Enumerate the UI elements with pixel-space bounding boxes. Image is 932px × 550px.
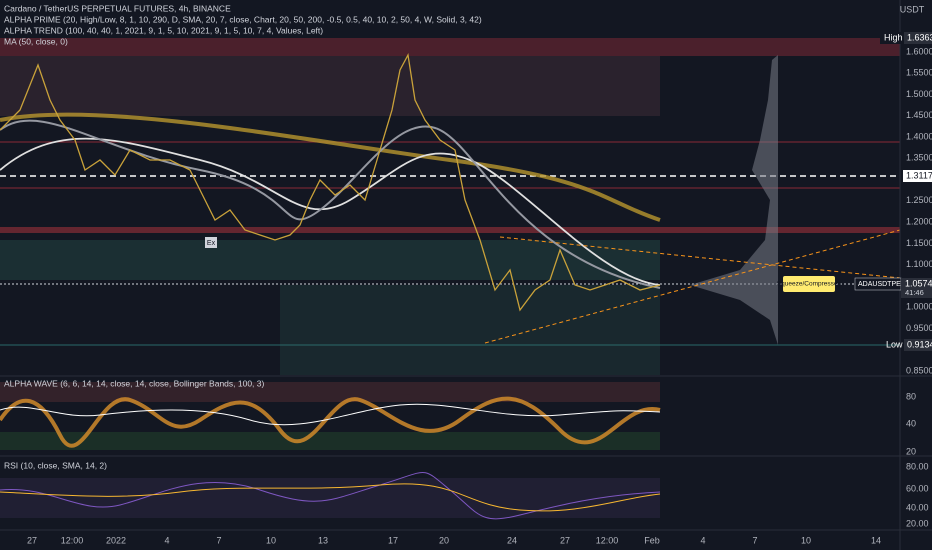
indicator-legend: ALPHA TREND (100, 40, 40, 1, 2021, 9, 1,…	[4, 25, 323, 35]
exit-label: Ex	[207, 240, 216, 247]
time-tick-label: 24	[507, 535, 517, 545]
wave-upper-zone	[0, 382, 660, 402]
trend-line	[0, 119, 661, 289]
price-tick-label: 1.1500	[906, 238, 932, 248]
time-tick-label: 27	[27, 535, 37, 545]
pane-title: ALPHA WAVE (6, 6, 14, 14, close, 14, clo…	[4, 378, 265, 388]
resistance-line	[0, 227, 900, 233]
time-tick-label: 7	[216, 535, 221, 545]
squeeze-badge	[783, 276, 835, 292]
high-value: 1.6363	[907, 32, 932, 42]
level-box	[903, 170, 932, 182]
price-tick-label: 0.9500	[906, 323, 932, 333]
triangle-support	[484, 229, 901, 344]
exit-badge	[205, 237, 217, 248]
rsi-band	[0, 478, 660, 518]
time-tick-label: 17	[388, 535, 398, 545]
price-tick-label: 1.2500	[906, 195, 932, 205]
high-value-box	[904, 32, 932, 44]
resistance-zone	[0, 38, 900, 56]
lower-band	[280, 285, 660, 375]
time-tick-label: 4	[700, 535, 705, 545]
indicator-legend: MA (50, close, 0)	[4, 36, 68, 46]
wave-signal	[0, 403, 661, 426]
time-tick-label: 13	[318, 535, 328, 545]
rsi-tick-label: 80.00	[906, 461, 929, 471]
ma-50	[0, 137, 661, 286]
time-tick-label: 14	[871, 535, 881, 545]
current-price-box	[901, 278, 932, 298]
price-tick-label: 1.4500	[906, 110, 932, 120]
wave-tick-label: 80	[906, 391, 916, 401]
volume-profile	[690, 55, 778, 345]
low-value: 0.9134	[907, 339, 932, 349]
time-tick-label: 12:00	[596, 535, 619, 545]
symbol-title: Cardano / TetherUS PERPETUAL FUTURES, 4h…	[4, 3, 231, 13]
price-tick-label: 0.8500	[906, 365, 932, 375]
time-tick-label: 7	[752, 535, 757, 545]
price-tick-label: 1.2000	[906, 217, 932, 227]
wave-lower-zone	[0, 432, 660, 450]
lower-band	[0, 240, 660, 280]
price-tick-label: 1.3500	[906, 153, 932, 163]
wave-tick-label: 20	[906, 446, 916, 456]
indicator-legend: ALPHA PRIME (20, High/Low, 8, 1, 10, 290…	[4, 14, 482, 24]
pane-title: RSI (10, close, SMA, 14, 2)	[4, 460, 107, 470]
time-tick-label: 27	[560, 535, 570, 545]
rsi-tick-label: 60.00	[906, 483, 929, 493]
wave-tick-label: 40	[906, 418, 916, 428]
price-tick-label: 1.1000	[906, 259, 932, 269]
rsi-ma	[0, 483, 661, 512]
time-tick-label: 10	[266, 535, 276, 545]
low-label: Low	[886, 339, 903, 349]
current-price: 1.0574	[905, 278, 932, 288]
level-value: 1.3117	[906, 170, 932, 180]
rsi-line	[0, 472, 661, 520]
price-tick-label: 1.0000	[906, 302, 932, 312]
price-tick-label: 1.6000	[906, 46, 932, 56]
upper-band	[0, 56, 660, 116]
currency: USDT	[900, 4, 925, 14]
time-tick-label: 2022	[106, 535, 126, 545]
rsi-tick-label: 40.00	[906, 502, 929, 512]
rsi-tick-label: 20.00	[906, 518, 929, 528]
time-tick-label: Feb	[644, 535, 660, 545]
price-tick-label: 1.5500	[906, 68, 932, 78]
high-label: High	[884, 32, 903, 42]
countdown: 41:46	[905, 288, 924, 297]
time-tick-label: 20	[439, 535, 449, 545]
time-tick-label: 4	[164, 535, 169, 545]
time-tick-label: 12:00	[61, 535, 84, 545]
time-tick-label: 10	[801, 535, 811, 545]
low-value-box	[904, 339, 932, 351]
price-tick-label: 1.4000	[906, 131, 932, 141]
symbol-label: ADAUSDTPERP	[858, 281, 911, 288]
price-series	[0, 52, 661, 312]
squeeze-label: Squeeze/Compressed	[777, 281, 842, 288]
price-tick-label: 1.5000	[906, 89, 932, 99]
moving-average	[0, 112, 661, 222]
